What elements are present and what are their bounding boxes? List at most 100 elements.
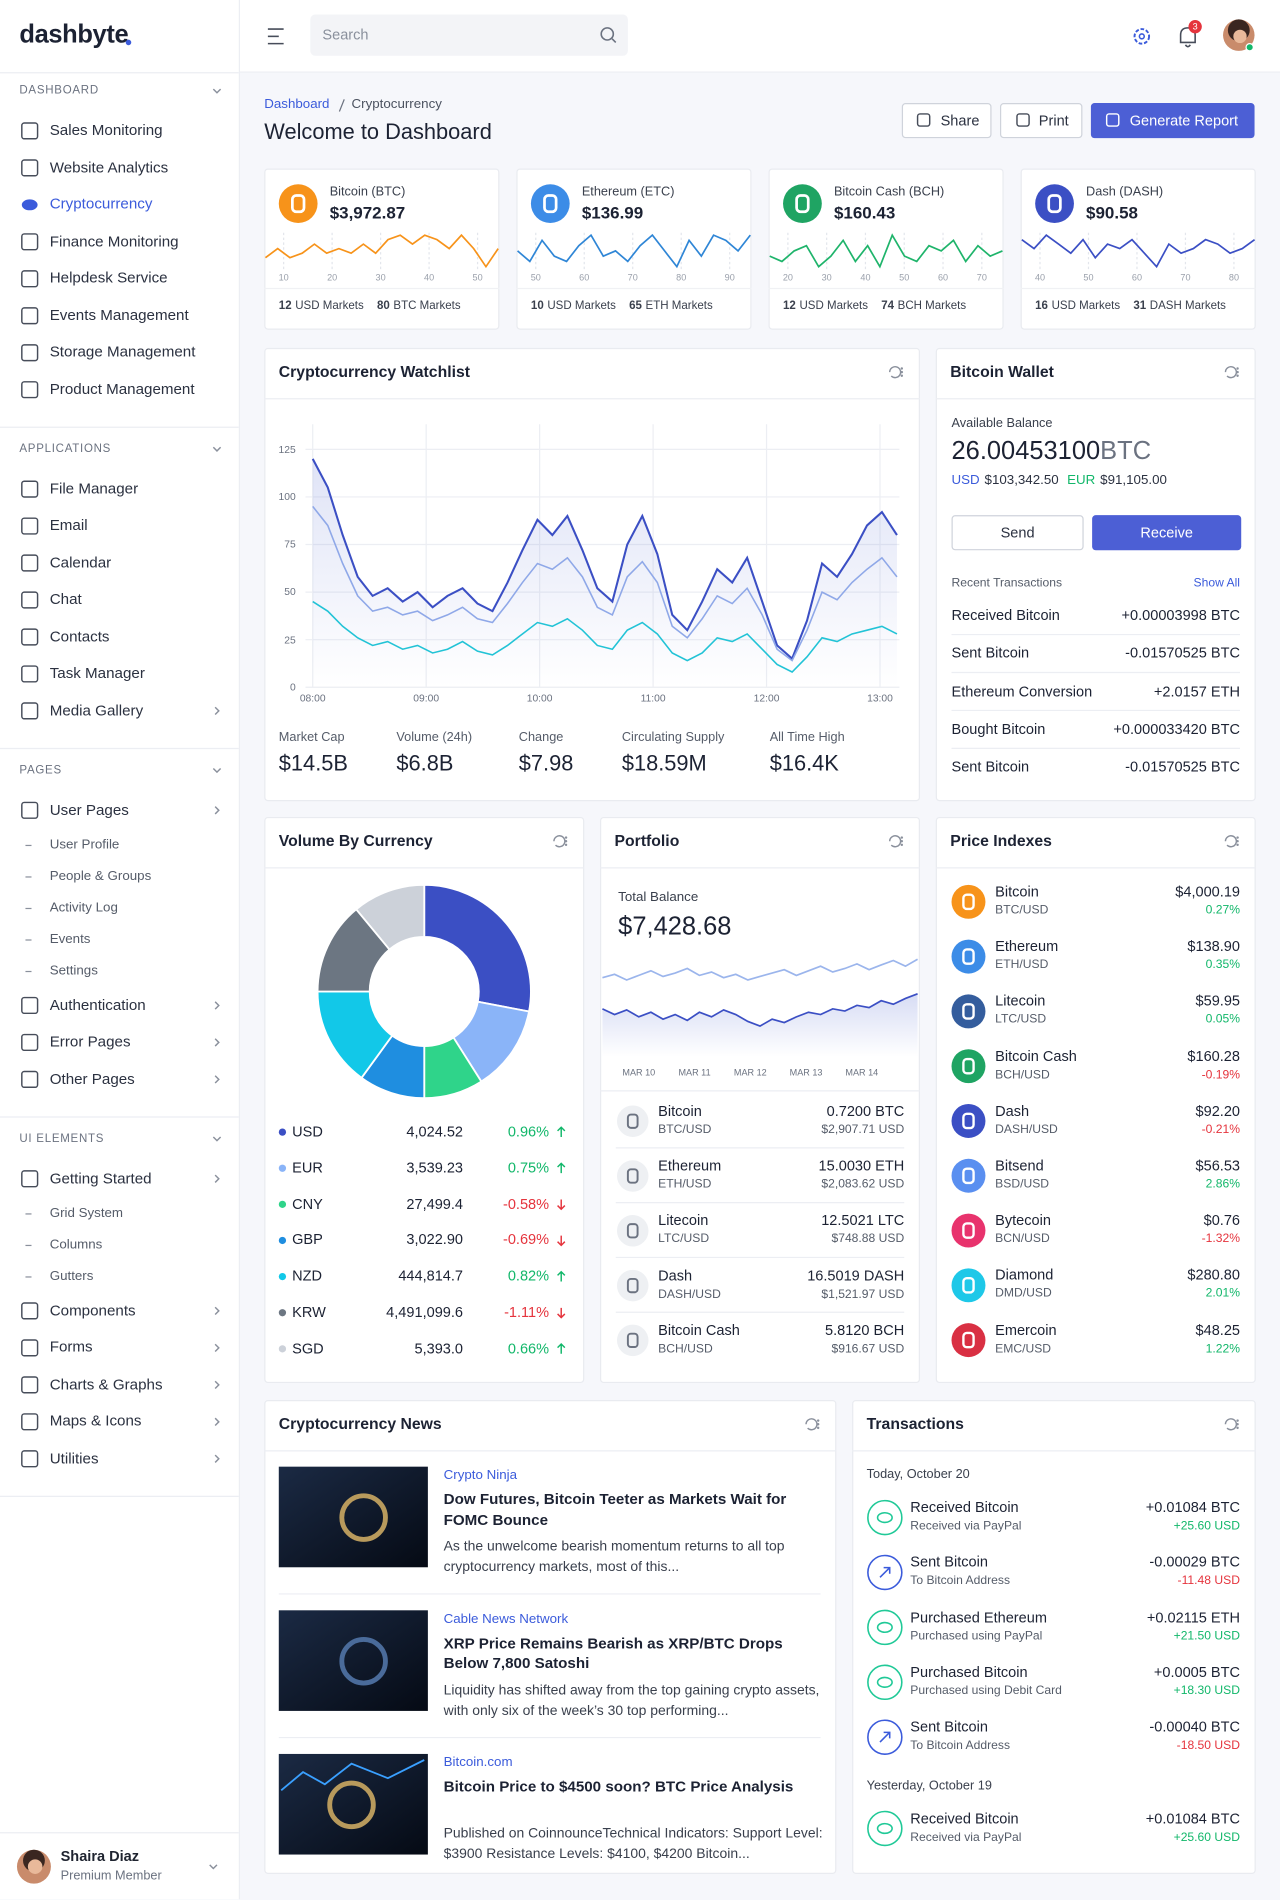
search-box[interactable] xyxy=(310,14,628,56)
news-source[interactable]: Bitcoin.com xyxy=(443,1755,513,1770)
nav-item[interactable]: Task Manager xyxy=(49,664,145,682)
market-count: 31 xyxy=(1133,299,1147,313)
nav-icon xyxy=(21,1070,39,1089)
coin-markets: 80 BTC Markets xyxy=(377,299,461,313)
news-title[interactable]: Bitcoin Price to $4500 soon? BTC Price A… xyxy=(443,1778,794,1796)
currency: NZD xyxy=(292,1267,323,1285)
transaction-name: Sent Bitcoin xyxy=(910,1553,988,1571)
nav-item[interactable]: Finance Monitoring xyxy=(49,232,179,250)
nav-item[interactable]: Utilities xyxy=(49,1449,99,1467)
bell-icon xyxy=(1179,27,1196,48)
send-label[interactable]: Send xyxy=(1000,523,1035,541)
spark-tick: 50 xyxy=(530,271,541,283)
nav-item[interactable]: Charts & Graphs xyxy=(49,1375,163,1393)
nav-item[interactable]: User Pages xyxy=(49,800,129,818)
nav-item[interactable]: Error Pages xyxy=(49,1032,131,1050)
news-title[interactable]: Dow Futures, Bitcoin Teeter as Markets W… xyxy=(443,1490,787,1528)
action-label[interactable]: Share xyxy=(940,111,980,129)
spark-tick: 70 xyxy=(976,271,987,283)
action-button[interactable] xyxy=(901,103,992,139)
market-label: USD Markets xyxy=(295,299,364,313)
nav-subitem[interactable]: Columns xyxy=(49,1237,103,1252)
news-excerpt: Liquidity has shifted away from the top … xyxy=(443,1683,820,1719)
action-label[interactable]: Print xyxy=(1038,111,1069,129)
nav-item[interactable]: Maps & Icons xyxy=(49,1412,142,1430)
nav-subitem[interactable]: Gutters xyxy=(49,1268,94,1284)
nav-item[interactable]: Sales Monitoring xyxy=(49,121,163,139)
transaction-name: Sent Bitcoin xyxy=(951,758,1030,776)
news-image xyxy=(278,1466,428,1568)
receive-button[interactable] xyxy=(1092,515,1242,551)
nav-item[interactable]: Events Management xyxy=(49,306,189,324)
nav-item[interactable]: Contacts xyxy=(49,627,110,645)
coin-icon-glyph xyxy=(1047,194,1062,214)
coin-name: Bitcoin (BTC) xyxy=(329,184,406,200)
nav-item[interactable]: Helpdesk Service xyxy=(49,269,168,287)
chevron xyxy=(214,1075,220,1084)
nav-icon xyxy=(21,517,39,535)
nav-item[interactable]: Forms xyxy=(49,1338,93,1356)
page-title: Welcome to Dashboard xyxy=(264,119,492,144)
coin-markets: 74 BCH Markets xyxy=(881,299,966,313)
button-icon xyxy=(916,113,931,127)
change-arrow xyxy=(557,1342,566,1354)
nav-subitem[interactable]: Activity Log xyxy=(49,900,118,915)
news-title[interactable]: XRP Price Remains Bearish as XRP/BTC Dro… xyxy=(443,1634,783,1672)
nav-item[interactable]: Media Gallery xyxy=(49,701,144,719)
news-source[interactable]: Cable News Network xyxy=(443,1611,569,1627)
price-icon-glyph xyxy=(962,1057,975,1075)
send-button[interactable] xyxy=(951,515,1084,551)
coin-icon-glyph xyxy=(291,194,306,214)
action-label[interactable]: Generate Report xyxy=(1129,111,1239,129)
coin-price: $90.58 xyxy=(1086,202,1138,223)
more-icon xyxy=(816,1423,820,1426)
nav-item[interactable]: Product Management xyxy=(49,380,195,398)
receive-label[interactable]: Receive xyxy=(1140,523,1193,541)
change-arrow xyxy=(557,1235,566,1247)
currency: CNY xyxy=(292,1195,323,1213)
spark-tick: 60 xyxy=(579,271,590,283)
nav-item[interactable]: Email xyxy=(49,516,88,534)
holding-glyph xyxy=(626,1332,639,1349)
nav-subitem[interactable]: Settings xyxy=(49,963,98,978)
nav-subitem[interactable]: Grid System xyxy=(49,1205,124,1221)
nav-subitem[interactable]: User Profile xyxy=(49,837,120,852)
holding-usd: $916.67 USD xyxy=(831,1342,905,1356)
nav-item[interactable]: Cryptocurrency xyxy=(49,195,153,213)
nav-item[interactable]: Components xyxy=(49,1301,136,1319)
nav-subitem[interactable]: Events xyxy=(49,931,91,947)
transaction-icon xyxy=(867,1499,903,1536)
balance-conversion: USD $103,342.50 EUR $91,105.00 xyxy=(952,473,1167,490)
currency-value: 444,814.7 xyxy=(398,1267,464,1285)
nav-item[interactable]: Calendar xyxy=(49,553,112,571)
nav-item[interactable]: Authentication xyxy=(49,995,146,1013)
nav-item[interactable]: Getting Started xyxy=(49,1169,152,1187)
news-source[interactable]: Crypto Ninja xyxy=(443,1468,518,1483)
nav-icon xyxy=(21,554,39,572)
nav-item[interactable]: Chat xyxy=(49,590,82,608)
x-tick-label: MAR 13 xyxy=(789,1067,823,1078)
nav-item[interactable]: File Manager xyxy=(49,479,139,497)
action-button[interactable] xyxy=(1000,103,1083,139)
price-change: -0.19% xyxy=(1201,1068,1240,1082)
nav-item[interactable]: Website Analytics xyxy=(49,158,169,176)
refresh-icon xyxy=(1224,1418,1238,1431)
breadcrumb-link[interactable]: Dashboard xyxy=(264,97,330,112)
news-image-chart xyxy=(280,1759,425,1792)
x-tick-label: 10:00 xyxy=(526,691,553,704)
transaction-amount: +0.0005 BTC xyxy=(1153,1663,1240,1681)
stat-value: $18.59M xyxy=(621,751,707,776)
market-count: 65 xyxy=(629,299,642,313)
nav-subitem[interactable]: People & Groups xyxy=(49,868,152,884)
nav-item[interactable]: Storage Management xyxy=(49,343,196,361)
transaction-usd: +25.60 USD xyxy=(1173,1830,1240,1844)
show-all-link[interactable]: Show All xyxy=(1193,576,1240,590)
currency-value: 3,022.90 xyxy=(406,1231,464,1249)
price-name: Bitcoin Cash xyxy=(995,1047,1077,1065)
market-label: USD Markets xyxy=(1051,299,1121,313)
nav-item[interactable]: Other Pages xyxy=(49,1069,135,1087)
currency: EUR xyxy=(1067,472,1096,488)
search-input[interactable]: Search xyxy=(322,26,369,44)
market-count: 80 xyxy=(376,299,390,313)
currency-change: 0.75% xyxy=(507,1159,550,1177)
